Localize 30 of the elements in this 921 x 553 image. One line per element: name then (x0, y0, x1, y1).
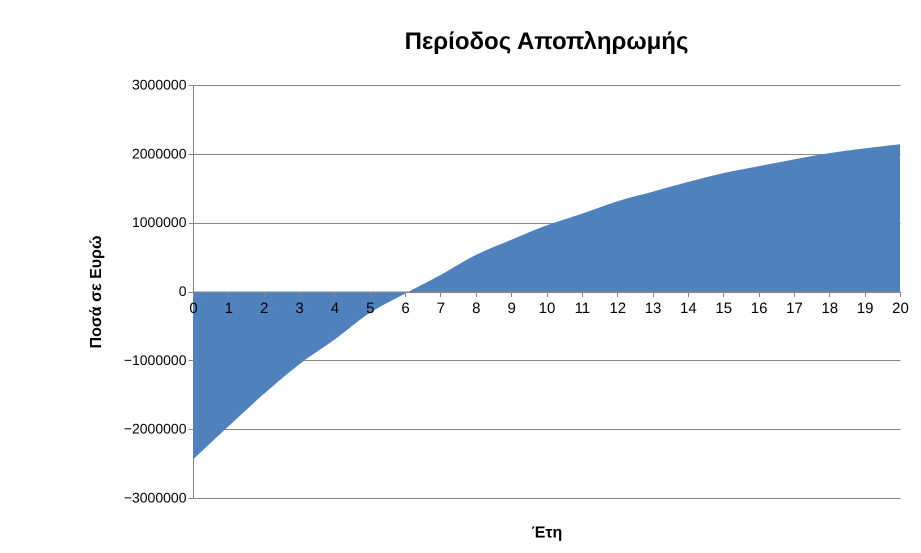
y-axis-title: Ποσά σε Ευρώ (88, 236, 105, 348)
chart-title: Περίοδος Αποπληρωμής (404, 28, 688, 55)
x-tick-label: 9 (507, 300, 516, 317)
y-tick-label: 1000000 (132, 214, 187, 230)
x-tick-label: 12 (609, 300, 626, 317)
y-tick-label: 0 (178, 283, 187, 299)
x-axis-title: Έτη (532, 524, 562, 542)
x-tick-label: 7 (436, 300, 446, 317)
x-tick-label: 11 (574, 300, 590, 317)
x-tick-label: 17 (786, 300, 803, 317)
x-tick-label: 3 (295, 300, 304, 317)
x-tick-label: 14 (680, 300, 697, 317)
x-tick-label: 19 (856, 300, 874, 317)
y-tick-label: 2000000 (132, 145, 187, 162)
x-tick-label: 8 (472, 300, 480, 317)
x-tick-label: 5 (366, 300, 374, 317)
y-tick-label: 3000000 (132, 76, 187, 92)
x-tick-label: 1 (224, 300, 234, 317)
x-tick-label: 20 (892, 300, 909, 317)
y-tick-label: −1000000 (124, 352, 187, 368)
x-tick-label: 18 (821, 300, 838, 317)
x-tick-label: 10 (538, 300, 556, 317)
x-tick-label: 13 (644, 300, 662, 317)
x-tick-label: 4 (330, 300, 340, 317)
x-tick-label: 15 (715, 300, 732, 317)
x-tick-label: 2 (260, 300, 268, 317)
x-tick-label: 6 (401, 300, 410, 317)
x-tick-label: 16 (750, 300, 768, 317)
y-tick-label: −2000000 (124, 420, 187, 437)
y-tick-label: −3000000 (124, 490, 187, 506)
